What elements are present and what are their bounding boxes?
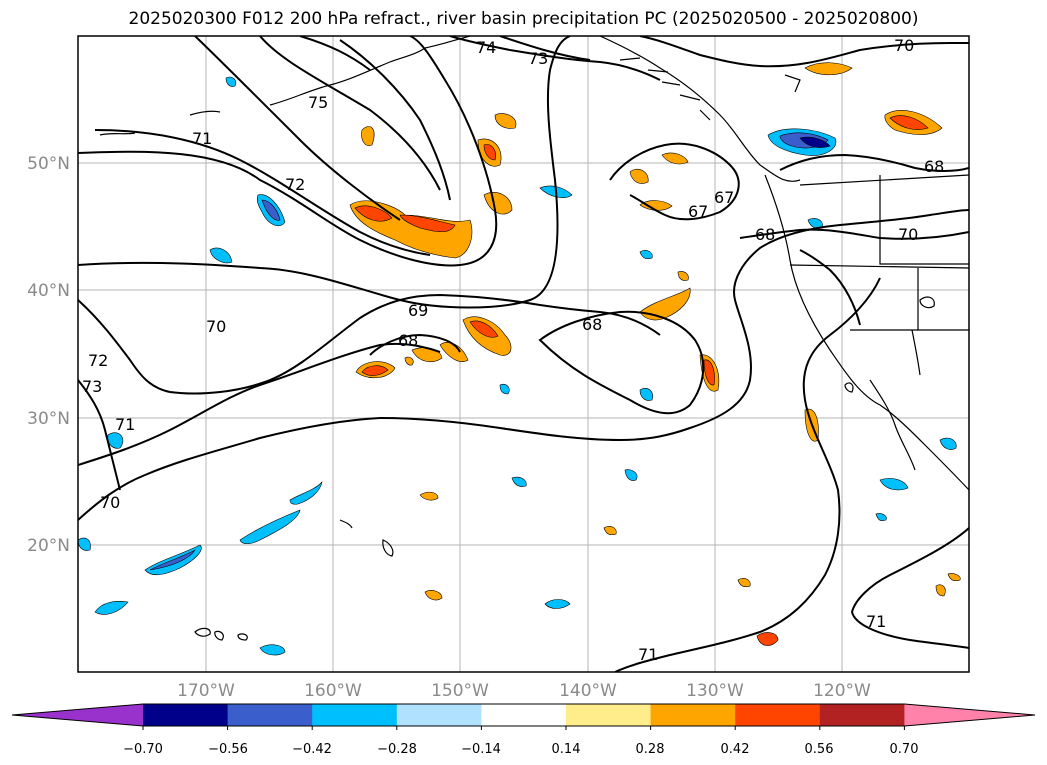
colorbar-segment	[312, 704, 398, 726]
contour-label: 73	[528, 49, 548, 68]
lon-label: 130°W	[686, 681, 744, 701]
map-frame	[77, 35, 970, 673]
colorbar-tick-label: −0.42	[292, 742, 332, 757]
colorbar-segment	[227, 704, 313, 726]
contour-label: 72	[88, 351, 108, 370]
lat-label: 30°N	[27, 409, 70, 429]
colorbar-extend-max	[904, 704, 1035, 726]
precip-shading	[78, 62, 961, 656]
colorbar-segment	[650, 704, 736, 726]
colorbar-segment	[819, 704, 905, 726]
contour-label: 70	[100, 493, 120, 512]
lat-label: 20°N	[27, 536, 70, 556]
lat-label: 50°N	[27, 154, 70, 174]
contour-label: 75	[308, 93, 328, 112]
colorbar-extend-min	[12, 704, 143, 726]
contour-label: 67	[714, 188, 734, 207]
colorbar-tick-label: −0.14	[461, 742, 501, 757]
contour-label: 72	[285, 175, 305, 194]
contour-label: 70	[206, 317, 226, 336]
contour-label: 71	[866, 612, 886, 631]
contour-label: 71	[192, 129, 212, 148]
colorbar-tick-label: 0.42	[721, 742, 750, 757]
lon-label: 160°W	[304, 681, 362, 701]
colorbar-tick-label: 0.28	[636, 742, 665, 757]
colorbar-tick-label: −0.70	[123, 742, 163, 757]
colorbar-segment	[396, 704, 482, 726]
lon-label: 120°W	[813, 681, 871, 701]
lat-label: 40°N	[27, 281, 70, 301]
contour-label: 68	[755, 225, 775, 244]
contour-label: 68	[924, 157, 944, 176]
colorbar-segment	[481, 704, 567, 726]
contour-label: 71	[115, 415, 135, 434]
contour-label: 70	[898, 225, 918, 244]
contour-label: 70	[894, 36, 914, 55]
colorbar-tick-label: 0.56	[805, 742, 834, 757]
contour-label: 68	[582, 315, 602, 334]
colorbar-segment	[735, 704, 821, 726]
contour-label: 71	[638, 645, 658, 664]
colorbar-tick-labels: −0.70 −0.56 −0.42 −0.28 −0.14 0.14 0.28 …	[123, 742, 918, 757]
colorbar-tick-label: −0.28	[377, 742, 417, 757]
latitude-labels: 50°N 40°N 30°N 20°N	[27, 154, 70, 556]
contour-label: 68	[398, 331, 418, 350]
contour-label: 69	[408, 301, 428, 320]
map-panel: 74 73 75 71 72 73 72 71 70 70 69 68 68 6…	[78, 36, 969, 672]
lon-label: 170°W	[177, 681, 235, 701]
lon-label: 150°W	[431, 681, 489, 701]
contour-label: 74	[476, 38, 496, 57]
colorbar-tick-label: 0.70	[890, 742, 919, 757]
contour-labels: 74 73 75 71 72 73 72 71 70 70 69 68 68 6…	[82, 36, 944, 664]
lon-label: 140°W	[559, 681, 617, 701]
map-title: 2025020300 F012 200 hPa refract., river …	[128, 9, 919, 29]
longitude-labels: 170°W 160°W 150°W 140°W 130°W 120°W	[177, 681, 871, 701]
colorbar-segment	[143, 704, 229, 726]
colorbar: −0.70 −0.56 −0.42 −0.28 −0.14 0.14 0.28 …	[11, 703, 1036, 757]
colorbar-tick-label: −0.56	[208, 742, 248, 757]
coastlines	[99, 36, 969, 641]
colorbar-segment	[566, 704, 652, 726]
colorbar-tick-label: 0.14	[552, 742, 581, 757]
contour-label: 67	[688, 202, 708, 221]
contour-label: 73	[82, 377, 102, 396]
refractivity-contours	[78, 36, 969, 672]
